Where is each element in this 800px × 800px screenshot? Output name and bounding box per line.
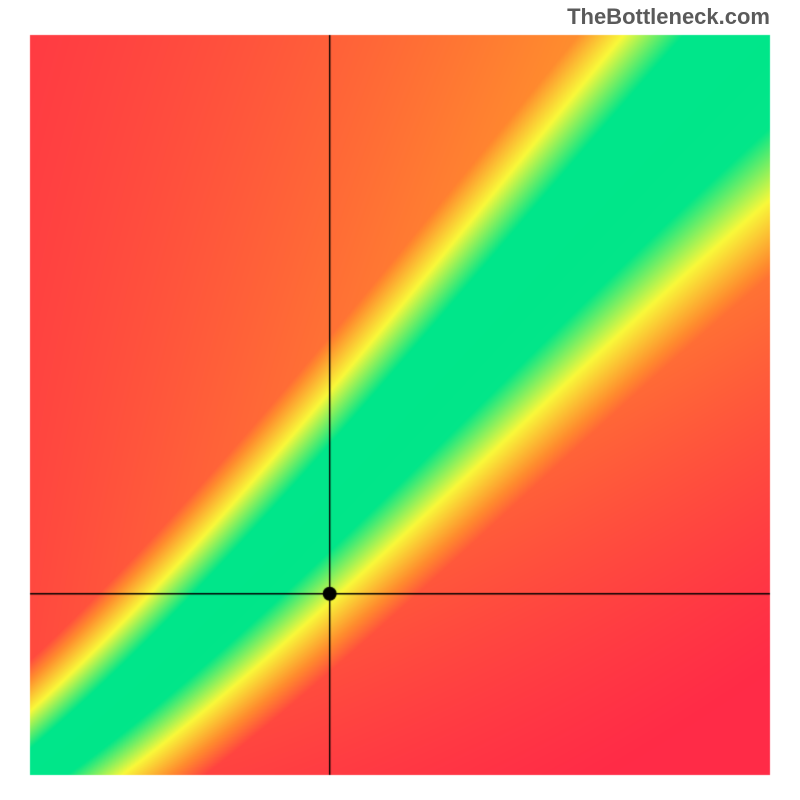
attribution-label: TheBottleneck.com xyxy=(567,4,770,30)
chart-container: TheBottleneck.com xyxy=(0,0,800,800)
heatmap-canvas xyxy=(0,0,800,800)
